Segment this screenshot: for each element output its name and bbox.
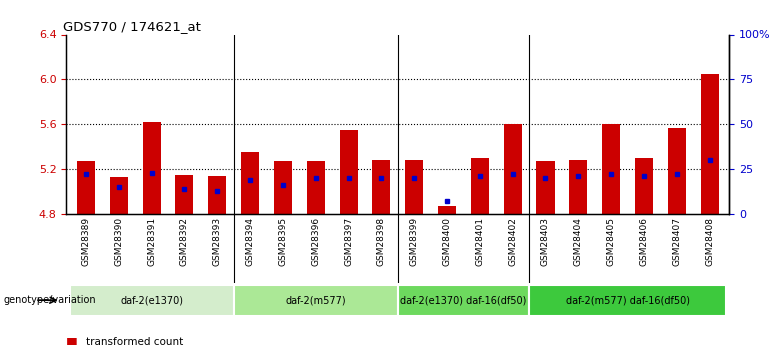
Text: GSM28390: GSM28390: [115, 217, 123, 266]
Text: daf-2(m577) daf-16(df50): daf-2(m577) daf-16(df50): [566, 295, 690, 305]
Bar: [274, 161, 292, 214]
Text: ■: ■: [66, 335, 82, 345]
Text: GSM28401: GSM28401: [475, 217, 484, 266]
Text: GSM28393: GSM28393: [213, 217, 222, 266]
Bar: [569, 160, 587, 214]
Text: daf-2(m577): daf-2(m577): [285, 295, 346, 305]
Bar: [77, 161, 95, 214]
Bar: [398, 285, 529, 316]
Text: GSM28405: GSM28405: [607, 217, 615, 266]
Text: GSM28406: GSM28406: [640, 217, 648, 266]
Text: transformed count: transformed count: [86, 337, 183, 345]
Text: GSM28400: GSM28400: [442, 217, 452, 266]
Bar: [405, 160, 424, 214]
Bar: [372, 160, 391, 214]
Text: GSM28396: GSM28396: [311, 217, 321, 266]
Bar: [438, 206, 456, 214]
Bar: [602, 124, 620, 214]
Text: GSM28391: GSM28391: [147, 217, 156, 266]
Text: GSM28407: GSM28407: [672, 217, 681, 266]
Bar: [110, 177, 128, 214]
Text: GDS770 / 174621_at: GDS770 / 174621_at: [63, 20, 201, 33]
Text: GSM28403: GSM28403: [541, 217, 550, 266]
Text: GSM28398: GSM28398: [377, 217, 386, 266]
Bar: [176, 175, 193, 214]
Text: daf-2(e1370) daf-16(df50): daf-2(e1370) daf-16(df50): [400, 295, 526, 305]
Bar: [504, 124, 522, 214]
Bar: [208, 176, 226, 214]
Text: GSM28408: GSM28408: [705, 217, 714, 266]
Text: GSM28402: GSM28402: [509, 217, 517, 266]
Bar: [241, 152, 259, 214]
Text: GSM28395: GSM28395: [278, 217, 287, 266]
Text: GSM28392: GSM28392: [180, 217, 189, 266]
Text: GSM28397: GSM28397: [344, 217, 353, 266]
Text: genotype/variation: genotype/variation: [4, 295, 97, 305]
Bar: [529, 285, 726, 316]
Bar: [700, 74, 718, 214]
Text: GSM28399: GSM28399: [410, 217, 419, 266]
Text: daf-2(e1370): daf-2(e1370): [120, 295, 183, 305]
Bar: [471, 158, 489, 214]
Bar: [668, 128, 686, 214]
Text: GSM28404: GSM28404: [574, 217, 583, 266]
Bar: [537, 161, 555, 214]
Bar: [143, 122, 161, 214]
Text: GSM28394: GSM28394: [246, 217, 254, 266]
Bar: [339, 130, 357, 214]
Text: GSM28389: GSM28389: [81, 217, 90, 266]
Bar: [69, 285, 234, 316]
Bar: [307, 161, 324, 214]
Bar: [635, 158, 653, 214]
Bar: [234, 285, 398, 316]
